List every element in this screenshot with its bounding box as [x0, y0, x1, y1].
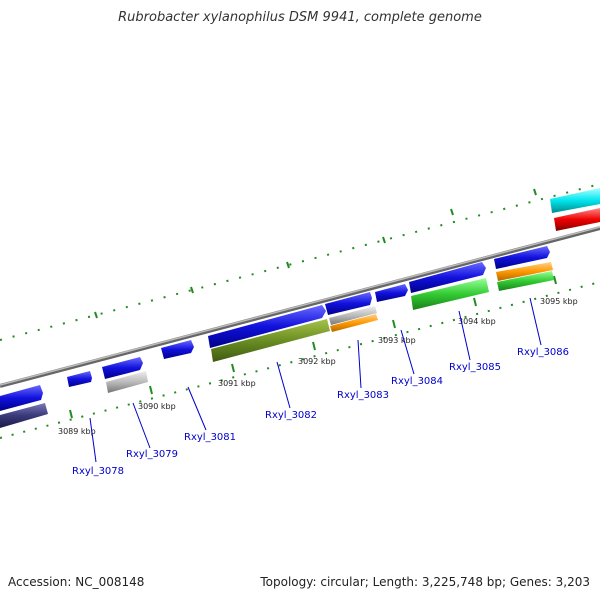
gene-label[interactable]: Rxyl_3082	[265, 410, 317, 421]
inner-major-ticks	[69, 275, 557, 419]
gene-label[interactable]: Rxyl_3081	[184, 432, 236, 443]
gene-label[interactable]: Rxyl_3085	[449, 362, 501, 373]
scale-label: 3094 kbp	[458, 317, 496, 326]
scale-label: 3092 kbp	[298, 357, 336, 366]
gene-label[interactable]: Rxyl_3079	[126, 449, 178, 460]
gene-bar-cyan[interactable]	[550, 188, 600, 213]
gene-arrow[interactable]	[494, 246, 550, 269]
gene-bar-orange[interactable]	[330, 314, 378, 332]
gene-arrow[interactable]	[161, 340, 194, 359]
gene-label[interactable]: Rxyl_3078	[72, 466, 124, 477]
topology-summary: Topology: circular; Length: 3,225,748 bp…	[260, 575, 590, 589]
cds-track	[0, 246, 550, 411]
accession-text: Accession: NC_008148	[8, 575, 145, 589]
outer-major-ticks	[94, 188, 537, 319]
gene-label[interactable]: Rxyl_3086	[517, 347, 569, 358]
gene-arrow[interactable]	[409, 262, 486, 293]
gene-arrow[interactable]	[375, 284, 408, 302]
gene-bar-navy[interactable]	[0, 403, 48, 428]
upper-track	[550, 188, 600, 231]
gene-bar-red[interactable]	[554, 208, 600, 231]
cog-track	[0, 262, 554, 428]
gene-bar-grey[interactable]	[329, 306, 377, 325]
scale-label: 3093 kbp	[378, 336, 416, 345]
gene-arrow[interactable]	[0, 385, 43, 411]
label-leaders	[89, 297, 542, 463]
gene-labels: Rxyl_3078 Rxyl_3079 Rxyl_3081 Rxyl_3082 …	[72, 347, 569, 477]
genome-backbone	[0, 226, 600, 388]
gene-bar-olive[interactable]	[211, 319, 330, 362]
gene-bar-green[interactable]	[497, 271, 554, 291]
gene-bar-grey[interactable]	[106, 371, 148, 393]
gene-arrow[interactable]	[67, 371, 92, 387]
scale-label: 3091 kbp	[218, 379, 256, 388]
scale-label: 3090 kbp	[138, 402, 176, 411]
map-title: Rubrobacter xylanophilus DSM 9941, compl…	[118, 10, 482, 25]
gene-label[interactable]: Rxyl_3084	[391, 376, 443, 387]
gene-bar-green[interactable]	[411, 278, 489, 310]
gene-arrow[interactable]	[102, 357, 143, 379]
inner-tick-track	[0, 281, 600, 439]
scale-label: 3095 kbp	[540, 297, 578, 306]
gene-arrow[interactable]	[325, 292, 372, 315]
gene-arrow[interactable]	[208, 305, 326, 348]
gene-bar-orange[interactable]	[496, 262, 553, 281]
scale-labels: 3089 kbp 3090 kbp 3091 kbp 3092 kbp 3093…	[58, 297, 578, 436]
scale-label: 3089 kbp	[58, 427, 96, 436]
gene-label[interactable]: Rxyl_3083	[337, 390, 389, 401]
